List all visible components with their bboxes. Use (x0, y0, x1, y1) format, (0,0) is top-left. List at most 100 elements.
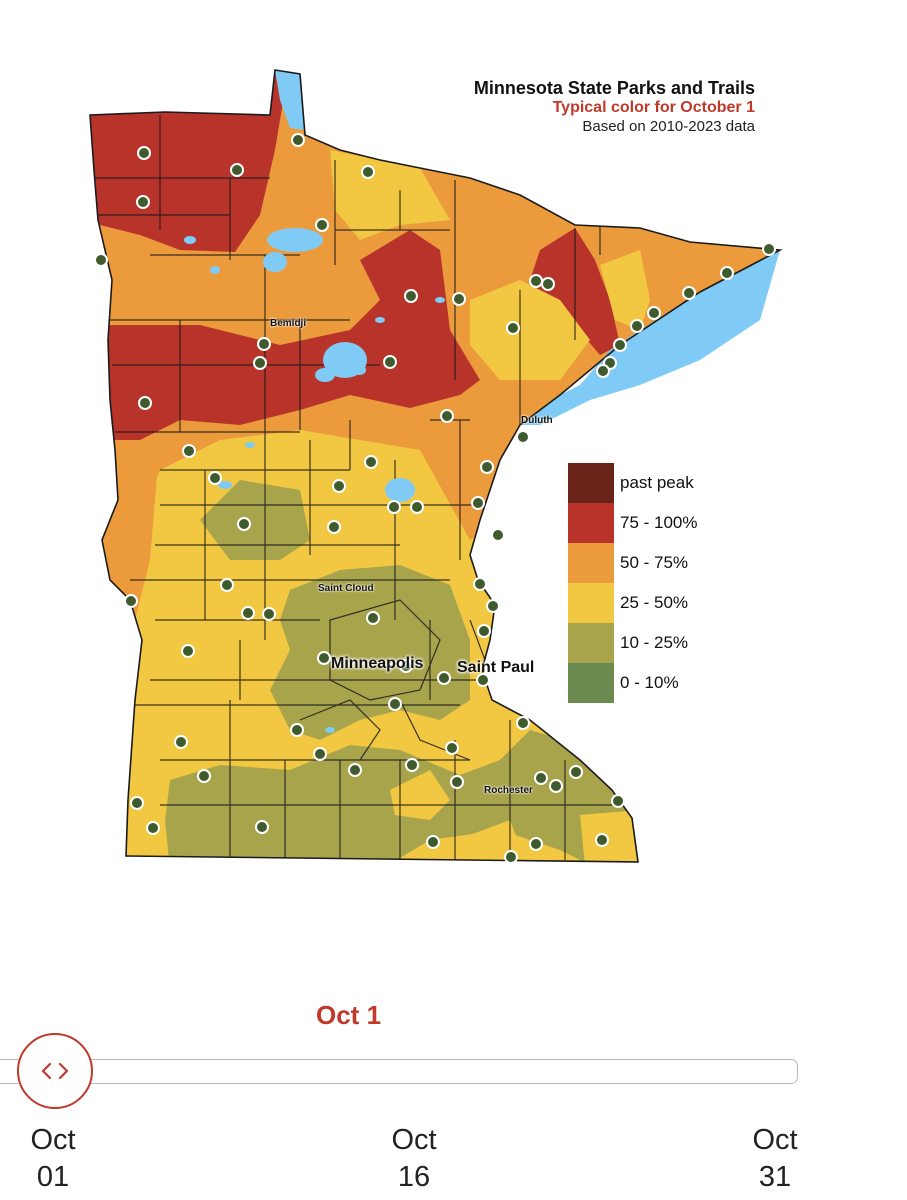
map-title-block: Minnesota State Parks and Trails Typical… (474, 78, 755, 136)
park-marker[interactable] (477, 624, 491, 638)
park-marker[interactable] (399, 659, 413, 673)
park-marker[interactable] (364, 455, 378, 469)
park-marker[interactable] (549, 779, 563, 793)
park-marker[interactable] (197, 769, 211, 783)
park-marker[interactable] (230, 163, 244, 177)
park-marker[interactable] (387, 500, 401, 514)
park-marker[interactable] (480, 460, 494, 474)
legend-swatch (568, 583, 614, 623)
legend-label: 0 - 10% (620, 673, 679, 692)
map-source-note: Based on 2010-2023 data (582, 118, 755, 136)
tick-day: 16 (397, 1161, 431, 1194)
park-marker[interactable] (613, 338, 627, 352)
park-marker[interactable] (182, 444, 196, 458)
date-slider-track[interactable] (0, 1059, 798, 1084)
park-marker[interactable] (486, 599, 500, 613)
park-marker[interactable] (255, 820, 269, 834)
current-date-label: Oct 1 (316, 1000, 382, 1030)
park-marker[interactable] (313, 747, 327, 761)
park-marker[interactable] (445, 741, 459, 755)
park-marker[interactable] (506, 321, 520, 335)
code-chevrons-icon (41, 1062, 69, 1080)
park-marker[interactable] (174, 735, 188, 749)
slider-tick-oct-31: Oct 31 (725, 1122, 825, 1196)
park-marker[interactable] (471, 496, 485, 510)
park-marker[interactable] (404, 289, 418, 303)
park-marker[interactable] (630, 319, 644, 333)
park-marker[interactable] (595, 833, 609, 847)
legend-swatch (568, 663, 614, 703)
park-marker[interactable] (124, 594, 138, 608)
legend-swatch (568, 543, 614, 583)
city-label-minneapolis: Minneapolis (331, 655, 424, 672)
map-svg (89, 69, 783, 864)
legend-item: 75 - 100% (568, 503, 698, 543)
park-marker[interactable] (762, 242, 776, 256)
park-marker[interactable] (473, 577, 487, 591)
park-marker[interactable] (596, 364, 610, 378)
park-marker[interactable] (476, 673, 490, 687)
park-marker[interactable] (437, 671, 451, 685)
park-marker[interactable] (383, 355, 397, 369)
park-marker[interactable] (516, 430, 530, 444)
park-marker[interactable] (138, 396, 152, 410)
park-marker[interactable] (426, 835, 440, 849)
tick-day: 01 (36, 1161, 70, 1194)
park-marker[interactable] (541, 277, 555, 291)
park-marker[interactable] (136, 195, 150, 209)
park-marker[interactable] (94, 253, 108, 267)
park-marker[interactable] (682, 286, 696, 300)
park-marker[interactable] (348, 763, 362, 777)
park-marker[interactable] (291, 133, 305, 147)
legend-label: 25 - 50% (620, 593, 689, 612)
park-marker[interactable] (181, 644, 195, 658)
tick-month: Oct (391, 1124, 437, 1156)
date-slider-handle[interactable] (17, 1033, 93, 1109)
legend-item: 25 - 50% (568, 583, 698, 623)
legend-item: 0 - 10% (568, 663, 698, 703)
park-marker[interactable] (237, 517, 251, 531)
park-marker[interactable] (440, 409, 454, 423)
legend-label: 50 - 75% (620, 553, 689, 572)
park-marker[interactable] (317, 651, 331, 665)
park-marker[interactable] (130, 796, 144, 810)
slider-tick-oct-01: Oct 01 (3, 1122, 103, 1196)
park-marker[interactable] (327, 520, 341, 534)
park-marker[interactable] (332, 479, 346, 493)
park-marker[interactable] (450, 775, 464, 789)
city-label-duluth: Duluth (521, 415, 553, 426)
park-marker[interactable] (611, 794, 625, 808)
tick-day: 31 (758, 1161, 792, 1194)
park-marker[interactable] (388, 697, 402, 711)
park-marker[interactable] (361, 165, 375, 179)
park-marker[interactable] (569, 765, 583, 779)
park-marker[interactable] (241, 606, 255, 620)
park-marker[interactable] (516, 716, 530, 730)
slider-tick-oct-16: Oct 16 (364, 1122, 464, 1196)
park-marker[interactable] (315, 218, 329, 232)
park-marker[interactable] (208, 471, 222, 485)
park-marker[interactable] (720, 266, 734, 280)
legend-label: 10 - 25% (620, 633, 689, 652)
park-marker[interactable] (137, 146, 151, 160)
legend-label: 75 - 100% (620, 513, 698, 532)
park-marker[interactable] (504, 850, 518, 864)
park-marker[interactable] (253, 356, 267, 370)
map-legend: past peak 75 - 100% 50 - 75% 25 - 50% 10… (568, 463, 698, 703)
park-marker[interactable] (405, 758, 419, 772)
legend-swatch (568, 463, 614, 503)
park-marker[interactable] (262, 607, 276, 621)
park-marker[interactable] (529, 274, 543, 288)
park-marker[interactable] (534, 771, 548, 785)
park-marker[interactable] (529, 837, 543, 851)
park-marker[interactable] (290, 723, 304, 737)
park-marker[interactable] (220, 578, 234, 592)
park-marker[interactable] (146, 821, 160, 835)
park-marker[interactable] (410, 500, 424, 514)
park-marker[interactable] (257, 337, 271, 351)
park-marker[interactable] (647, 306, 661, 320)
park-marker[interactable] (491, 528, 505, 542)
tick-month: Oct (752, 1124, 798, 1156)
park-marker[interactable] (366, 611, 380, 625)
park-marker[interactable] (452, 292, 466, 306)
